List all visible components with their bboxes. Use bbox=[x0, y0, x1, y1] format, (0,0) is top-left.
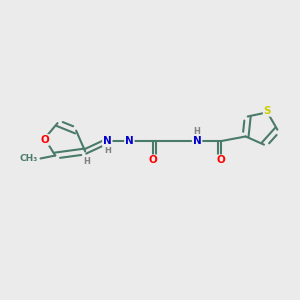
Text: O: O bbox=[216, 155, 225, 165]
Text: N: N bbox=[103, 136, 112, 146]
Text: S: S bbox=[264, 106, 271, 116]
Text: H: H bbox=[104, 146, 111, 155]
Text: O: O bbox=[40, 135, 49, 145]
Text: H: H bbox=[83, 157, 90, 166]
Text: CH₃: CH₃ bbox=[20, 154, 38, 163]
Text: O: O bbox=[148, 155, 157, 165]
Text: N: N bbox=[193, 136, 202, 146]
Text: H: H bbox=[194, 127, 200, 136]
Text: N: N bbox=[125, 136, 134, 146]
